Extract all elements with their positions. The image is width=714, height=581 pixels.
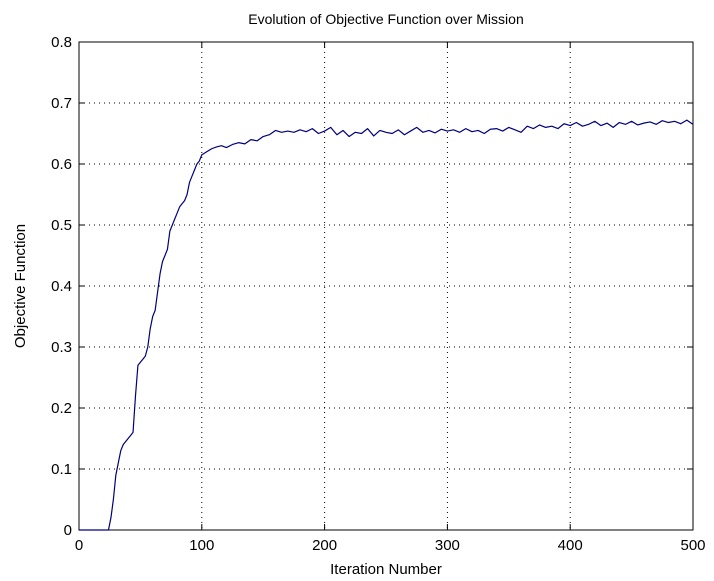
series-group (79, 119, 694, 531)
x-tick-label: 0 (75, 537, 83, 554)
x-axis-ticks: 0 100 200 300 400 500 (75, 42, 706, 554)
y-tick-label: 0.2 (51, 400, 72, 417)
series-line-0 (79, 119, 694, 531)
chart-title: Evolution of Objective Function over Mis… (248, 11, 523, 27)
x-tick-label: 300 (435, 537, 460, 554)
y-tick-label: 0.6 (51, 156, 72, 173)
y-tick-label: 0 (64, 522, 72, 539)
y-tick-label: 0.4 (51, 278, 72, 295)
plot-frame (78, 41, 694, 531)
y-tick-label: 0.8 (51, 34, 72, 51)
y-axis-ticks: 0 0.1 0.2 0.3 0.4 0.5 0.6 0.7 0.8 (51, 34, 693, 539)
y-tick-label: 0.1 (51, 461, 72, 478)
y-axis-label: Objective Function (12, 224, 29, 348)
x-axis-label: Iteration Number (330, 561, 442, 578)
x-tick-label: 500 (680, 537, 705, 554)
y-tick-label: 0.7 (51, 95, 72, 112)
plot-area: 0 100 200 300 400 500 00.10.20.30.40.50.60.70… (51, 34, 705, 554)
x-tick-label: 400 (558, 537, 583, 554)
x-tick-label: 200 (312, 537, 337, 554)
x-tick-label: 100 (189, 537, 214, 554)
y-tick-label: 0.3 (51, 339, 72, 356)
y-tick-label: 0.5 (51, 217, 72, 234)
